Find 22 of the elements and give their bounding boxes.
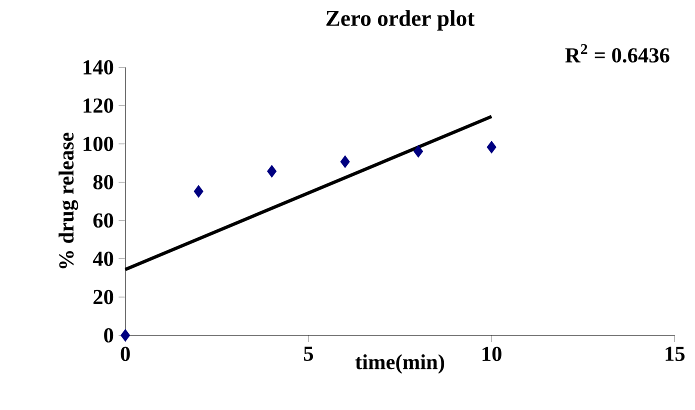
x-tick-label: 5 (304, 346, 314, 361)
point (340, 155, 350, 168)
y-tick-label: 40 (92, 252, 114, 266)
y-tick-label: 20 (94, 290, 114, 304)
text: R$^{2}$ = 0.6436 (565, 44, 670, 63)
y-tick-label: 80 (93, 175, 114, 190)
y-tick-label: 120 (84, 98, 114, 113)
point (486, 140, 496, 154)
x-tick-label: 0 (120, 346, 130, 362)
point (120, 329, 130, 342)
y-tick-label: 140 (84, 60, 114, 75)
x-tick-label: 10 (482, 346, 502, 362)
point (414, 145, 424, 158)
chart-title: Zero order plot (326, 10, 475, 31)
y-axis-title: % drug release (58, 132, 78, 268)
x-tick-label: 15 (666, 346, 685, 362)
y-tick-label: 100 (84, 136, 114, 152)
y-tick-label: 0 (104, 328, 114, 343)
point (194, 185, 204, 198)
point (267, 165, 277, 178)
y-tick-label: 60 (93, 213, 114, 228)
x-axis-title: time(min) (355, 354, 444, 374)
